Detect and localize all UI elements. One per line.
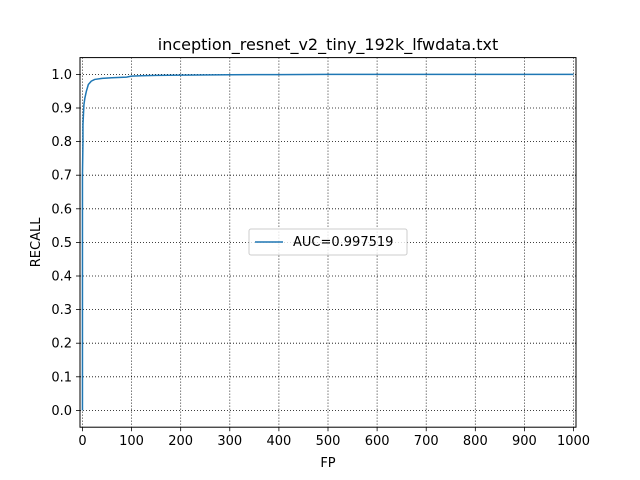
- y-tick-label: 0.7: [51, 169, 72, 184]
- y-tick-label: 1.0: [51, 68, 72, 83]
- x-tick-label: 900: [512, 434, 537, 449]
- plot-frame: [79, 57, 577, 428]
- x-tick-label: 600: [365, 434, 390, 449]
- y-tick-label: 0.3: [51, 303, 72, 318]
- x-tick-label: 100: [119, 434, 144, 449]
- series-layer: [81, 73, 574, 411]
- y-tick-label: 0.8: [51, 135, 72, 150]
- legend-label: AUC=0.997519: [293, 235, 393, 250]
- series-line: [81, 73, 574, 411]
- x-tick-label: 200: [168, 434, 193, 449]
- x-tick-label: 400: [266, 434, 291, 449]
- y-axis-label: RECALL: [29, 217, 44, 267]
- x-tick-label: 300: [217, 434, 242, 449]
- y-tick-label: 0.2: [51, 337, 72, 352]
- y-tick-label: 0.9: [51, 102, 72, 117]
- y-tick-label: 0.0: [51, 404, 72, 419]
- x-axis-label: FP: [320, 456, 335, 471]
- legend-box: [248, 228, 408, 256]
- x-tick-label: 0: [78, 434, 86, 449]
- y-tick-label: 0.6: [51, 202, 72, 217]
- y-tick-label: 0.4: [51, 270, 72, 285]
- x-tick-label: 1000: [557, 434, 590, 449]
- x-tick-label: 800: [463, 434, 488, 449]
- tick-marks: 0 100 200 300 400 500 600 700 800 900 1000 0.0 0.1 0.…: [51, 68, 590, 449]
- x-tick-label: 700: [414, 434, 439, 449]
- x-tick-label: 500: [316, 434, 341, 449]
- y-tick-label: 0.5: [51, 236, 72, 251]
- legend: AUC=0.997519: [248, 228, 408, 256]
- y-tick-label: 0.1: [51, 370, 72, 385]
- chart-title: inception_resnet_v2_tiny_192k_lfwdata.tx…: [158, 35, 499, 55]
